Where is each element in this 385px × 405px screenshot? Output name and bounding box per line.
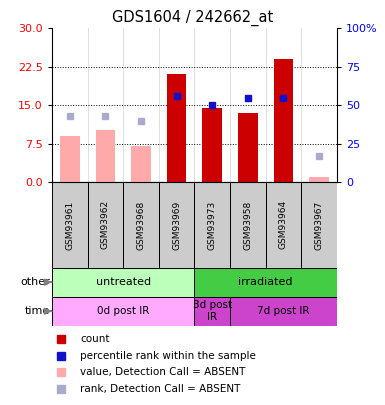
Text: GDS1604 / 242662_at: GDS1604 / 242662_at — [112, 10, 273, 26]
Bar — [238, 113, 258, 182]
Text: count: count — [80, 334, 110, 344]
Bar — [194, 297, 230, 326]
Text: GSM93962: GSM93962 — [101, 200, 110, 249]
Text: value, Detection Call = ABSENT: value, Detection Call = ABSENT — [80, 367, 246, 377]
Text: untreated: untreated — [95, 277, 151, 287]
Bar — [131, 146, 151, 182]
Bar — [88, 182, 123, 268]
Text: GSM93973: GSM93973 — [208, 200, 217, 249]
Text: 7d post IR: 7d post IR — [257, 306, 310, 316]
Bar — [266, 182, 301, 268]
Bar — [60, 136, 80, 182]
Bar — [159, 182, 194, 268]
Bar — [123, 182, 159, 268]
Bar — [167, 75, 186, 182]
Text: irradiated: irradiated — [238, 277, 293, 287]
Text: GSM93969: GSM93969 — [172, 200, 181, 249]
Text: percentile rank within the sample: percentile rank within the sample — [80, 351, 256, 361]
Text: 3d post
IR: 3d post IR — [192, 301, 232, 322]
Bar — [230, 182, 266, 268]
Bar — [52, 268, 194, 297]
Bar — [52, 297, 194, 326]
Bar — [274, 59, 293, 182]
Bar — [95, 130, 115, 182]
Text: 0d post IR: 0d post IR — [97, 306, 149, 316]
Bar — [194, 268, 337, 297]
Text: GSM93961: GSM93961 — [65, 200, 74, 249]
Bar — [301, 182, 337, 268]
Text: rank, Detection Call = ABSENT: rank, Detection Call = ABSENT — [80, 384, 241, 394]
Text: GSM93958: GSM93958 — [243, 200, 252, 249]
Text: GSM93968: GSM93968 — [137, 200, 146, 249]
Text: time: time — [25, 306, 50, 316]
Bar — [194, 182, 230, 268]
Bar — [52, 182, 88, 268]
Bar — [309, 177, 329, 182]
Bar — [230, 297, 337, 326]
Bar — [203, 108, 222, 182]
Text: GSM93964: GSM93964 — [279, 200, 288, 249]
Text: other: other — [20, 277, 50, 287]
Text: GSM93967: GSM93967 — [315, 200, 323, 249]
